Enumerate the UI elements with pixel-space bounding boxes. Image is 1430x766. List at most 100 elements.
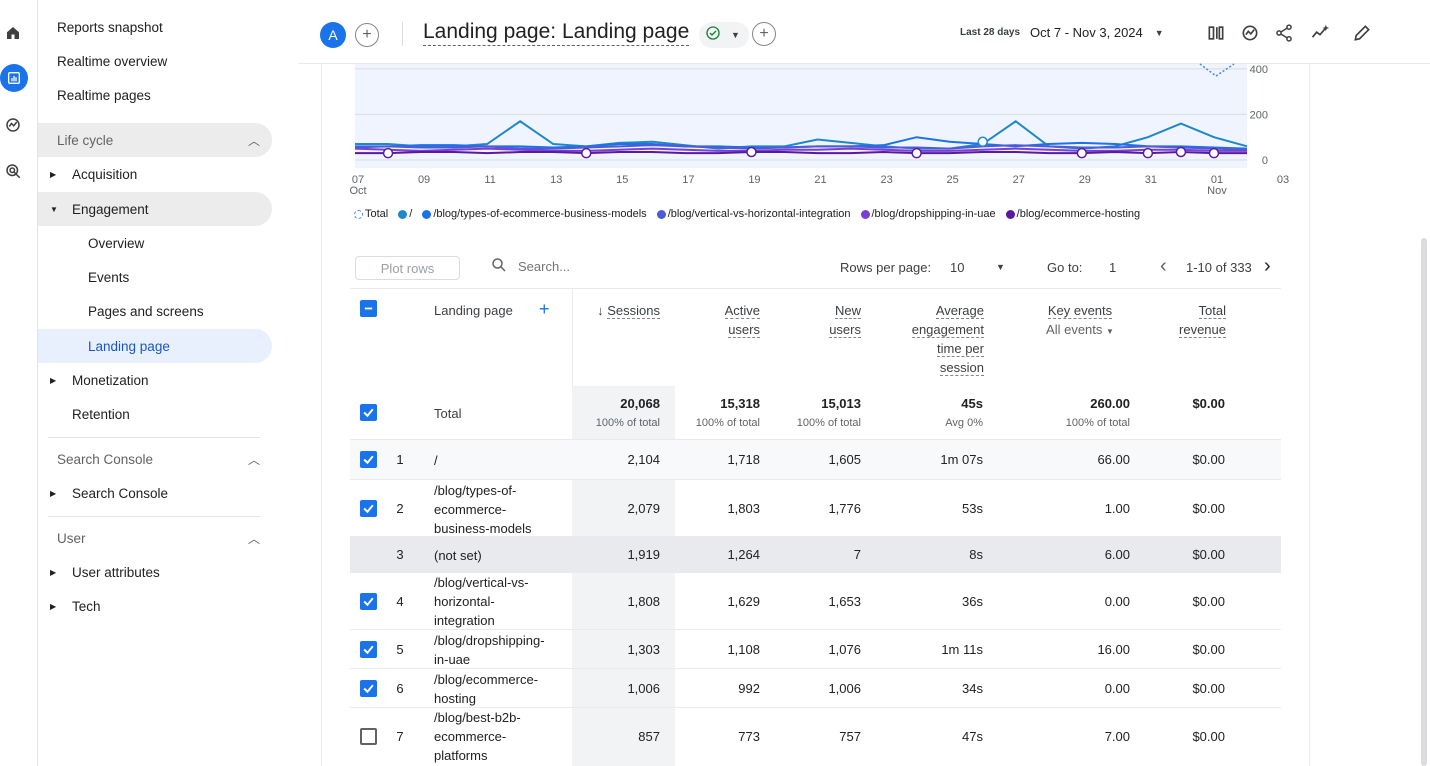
page-title[interactable]: Landing page: Landing page bbox=[423, 19, 690, 46]
table-row[interactable]: 7 /blog/best-b2b-ecommerce-platforms 857… bbox=[350, 707, 1281, 766]
data-point-marker bbox=[977, 136, 988, 148]
comparison-avatar[interactable]: A bbox=[320, 22, 346, 48]
share-icon[interactable] bbox=[1272, 21, 1296, 45]
sidebar-item-acquisition[interactable]: ▶ Acquisition bbox=[38, 157, 272, 191]
sidebar-item-monetization[interactable]: ▶ Monetization bbox=[38, 363, 272, 397]
table-row[interactable]: 1 / 2,104 1,718 1,605 1m 07s 66.00 $0.00 bbox=[350, 439, 1281, 479]
sidebar-section-search-console[interactable]: Search Console ︿ bbox=[38, 442, 272, 476]
legend-item[interactable]: / bbox=[398, 208, 412, 220]
dimension-header[interactable]: Landing page bbox=[434, 303, 513, 318]
reports-icon[interactable] bbox=[0, 64, 28, 92]
sessions-cell: 1,808 bbox=[627, 594, 660, 609]
new-users-header[interactable]: New users bbox=[810, 301, 861, 339]
legend-item[interactable]: /blog/vertical-vs-horizontal-integration bbox=[656, 208, 851, 220]
landing-page-cell[interactable]: /blog/best-b2b-ecommerce-platforms bbox=[434, 708, 521, 765]
sidebar-item-events[interactable]: Events bbox=[38, 260, 272, 294]
sidebar-item-realtime-overview[interactable]: Realtime overview bbox=[38, 44, 272, 78]
row-checkbox[interactable] bbox=[360, 641, 377, 658]
header-line: session bbox=[939, 360, 984, 376]
row-checkbox[interactable] bbox=[360, 593, 377, 610]
sort-down-arrow-icon: ↓ bbox=[597, 303, 608, 318]
sidebar-item-overview[interactable]: Overview bbox=[38, 226, 272, 260]
sidebar-section-label: Life cycle bbox=[57, 132, 114, 148]
sidebar-item-label: Acquisition bbox=[72, 166, 138, 182]
active-users-header[interactable]: Active users bbox=[710, 301, 760, 339]
row-checkbox[interactable] bbox=[360, 451, 377, 468]
select-all-checkbox[interactable] bbox=[360, 300, 377, 317]
explore-icon[interactable] bbox=[0, 112, 26, 138]
sidebar-item-landing-page[interactable]: Landing page bbox=[38, 329, 272, 363]
advertising-icon[interactable] bbox=[0, 158, 26, 184]
rows-per-page-select[interactable]: 10 bbox=[950, 260, 965, 275]
table-header: Landing page + ↓ Sessions Active users Ne… bbox=[350, 288, 1281, 387]
data-point-marker bbox=[911, 147, 922, 159]
row-checkbox[interactable] bbox=[360, 680, 377, 697]
goto-input[interactable]: 1 bbox=[1109, 260, 1117, 275]
add-filter-button[interactable]: + bbox=[752, 22, 776, 46]
landing-page-cell[interactable]: (not set) bbox=[434, 546, 482, 565]
caret-down-icon[interactable]: ▼ bbox=[1106, 327, 1114, 336]
row-checkbox[interactable] bbox=[360, 500, 377, 517]
chevron-right-icon[interactable]: › bbox=[1264, 255, 1271, 277]
divider bbox=[402, 22, 403, 46]
table-row[interactable]: 4 /blog/vertical-vs-horizontal-integrati… bbox=[350, 572, 1281, 629]
sidebar-item-tech[interactable]: ▶ Tech bbox=[38, 589, 272, 623]
legend-item[interactable]: /blog/types-of-ecommerce-business-models bbox=[422, 208, 647, 220]
row-checkbox[interactable] bbox=[360, 728, 377, 745]
scrollbar[interactable] bbox=[1421, 238, 1427, 766]
plot-rows-button[interactable]: Plot rows bbox=[355, 256, 460, 280]
sidebar-section-life-cycle[interactable]: Life cycle ︿ bbox=[38, 123, 272, 157]
total-active-users-sub: 100% of total bbox=[695, 417, 760, 429]
sidebar-item-pages-and-screens[interactable]: Pages and screens bbox=[38, 294, 272, 328]
home-icon[interactable] bbox=[0, 20, 26, 46]
x-tick-label: 29 bbox=[1079, 174, 1091, 186]
legend-item[interactable]: Total bbox=[354, 208, 388, 220]
series-line bbox=[355, 151, 1247, 155]
avg-engagement-header[interactable]: Average engagement time per session bbox=[898, 301, 984, 377]
sidebar-item-search-console[interactable]: ▶ Search Console bbox=[38, 476, 272, 510]
date-range-picker[interactable]: Last 28 days Oct 7 - Nov 3, 2024 ▼ bbox=[960, 25, 1164, 40]
landing-page-cell[interactable]: / bbox=[434, 451, 438, 470]
landing-page-cell[interactable]: /blog/vertical-vs-horizontal-integration bbox=[434, 573, 529, 630]
sidebar-item-label: Tech bbox=[72, 598, 101, 614]
x-tick-label: 17 bbox=[682, 174, 694, 186]
search-input[interactable] bbox=[518, 259, 618, 274]
caret-down-icon[interactable]: ▼ bbox=[996, 262, 1005, 272]
total-revenue-header[interactable]: Total revenue bbox=[1160, 301, 1226, 339]
report-status-dropdown[interactable]: ▼ bbox=[699, 22, 749, 48]
edit-pencil-icon[interactable] bbox=[1350, 21, 1374, 45]
add-comparison-button[interactable]: + bbox=[355, 23, 379, 47]
goto-label: Go to: bbox=[1047, 260, 1083, 275]
landing-page-cell[interactable]: /blog/ecommerce-hosting bbox=[434, 670, 538, 708]
legend-item[interactable]: /blog/dropshipping-in-uae bbox=[860, 208, 996, 220]
key-events-filter[interactable]: All events bbox=[1046, 322, 1103, 337]
key-events-header[interactable]: Key events All events ▼ bbox=[1030, 301, 1130, 341]
landing-page-cell[interactable]: /blog/dropshipping-in-uae bbox=[434, 631, 545, 669]
chevron-left-icon[interactable]: ‹ bbox=[1160, 255, 1167, 277]
header-line: users bbox=[829, 322, 861, 338]
insights-icon[interactable] bbox=[1238, 21, 1262, 45]
sidebar-section-user[interactable]: User ︿ bbox=[38, 521, 272, 555]
legend-item[interactable]: /blog/ecommerce-hosting bbox=[1005, 208, 1140, 220]
sidebar-item-realtime-pages[interactable]: Realtime pages bbox=[38, 78, 272, 112]
cell-line: /blog/best-b2b- bbox=[434, 710, 521, 725]
total-key-events: 260.00 bbox=[1090, 396, 1130, 411]
cell-line: ecommerce- bbox=[434, 502, 507, 517]
add-dimension-button[interactable]: + bbox=[539, 299, 550, 319]
y-tick-label: 400 bbox=[1250, 64, 1268, 76]
totals-checkbox[interactable] bbox=[360, 404, 377, 421]
sidebar-item-retention[interactable]: Retention bbox=[38, 397, 272, 431]
chevron-up-icon: ︿ bbox=[247, 133, 260, 148]
table-row[interactable]: 3 (not set) 1,919 1,264 7 8s 6.00 $0.00 bbox=[350, 536, 1281, 572]
table-row[interactable]: 2 /blog/types-of-ecommerce-business-mode… bbox=[350, 479, 1281, 536]
customize-report-icon[interactable] bbox=[1204, 21, 1228, 45]
table-row[interactable]: 6 /blog/ecommerce-hosting 1,006 992 1,00… bbox=[350, 668, 1281, 707]
sessions-header[interactable]: ↓ Sessions bbox=[588, 301, 660, 320]
trend-sparkle-icon[interactable] bbox=[1308, 21, 1332, 45]
sidebar-item-user-attributes[interactable]: ▶ User attributes bbox=[38, 555, 272, 589]
table-row[interactable]: 5 /blog/dropshipping-in-uae 1,303 1,108 … bbox=[350, 629, 1281, 668]
sidebar-item-engagement[interactable]: ▼ Engagement bbox=[38, 192, 272, 226]
sidebar-item-reports-snapshot[interactable]: Reports snapshot bbox=[38, 10, 272, 44]
search-box[interactable] bbox=[490, 256, 618, 277]
landing-page-cell[interactable]: /blog/types-of-ecommerce-business-models bbox=[434, 481, 532, 538]
